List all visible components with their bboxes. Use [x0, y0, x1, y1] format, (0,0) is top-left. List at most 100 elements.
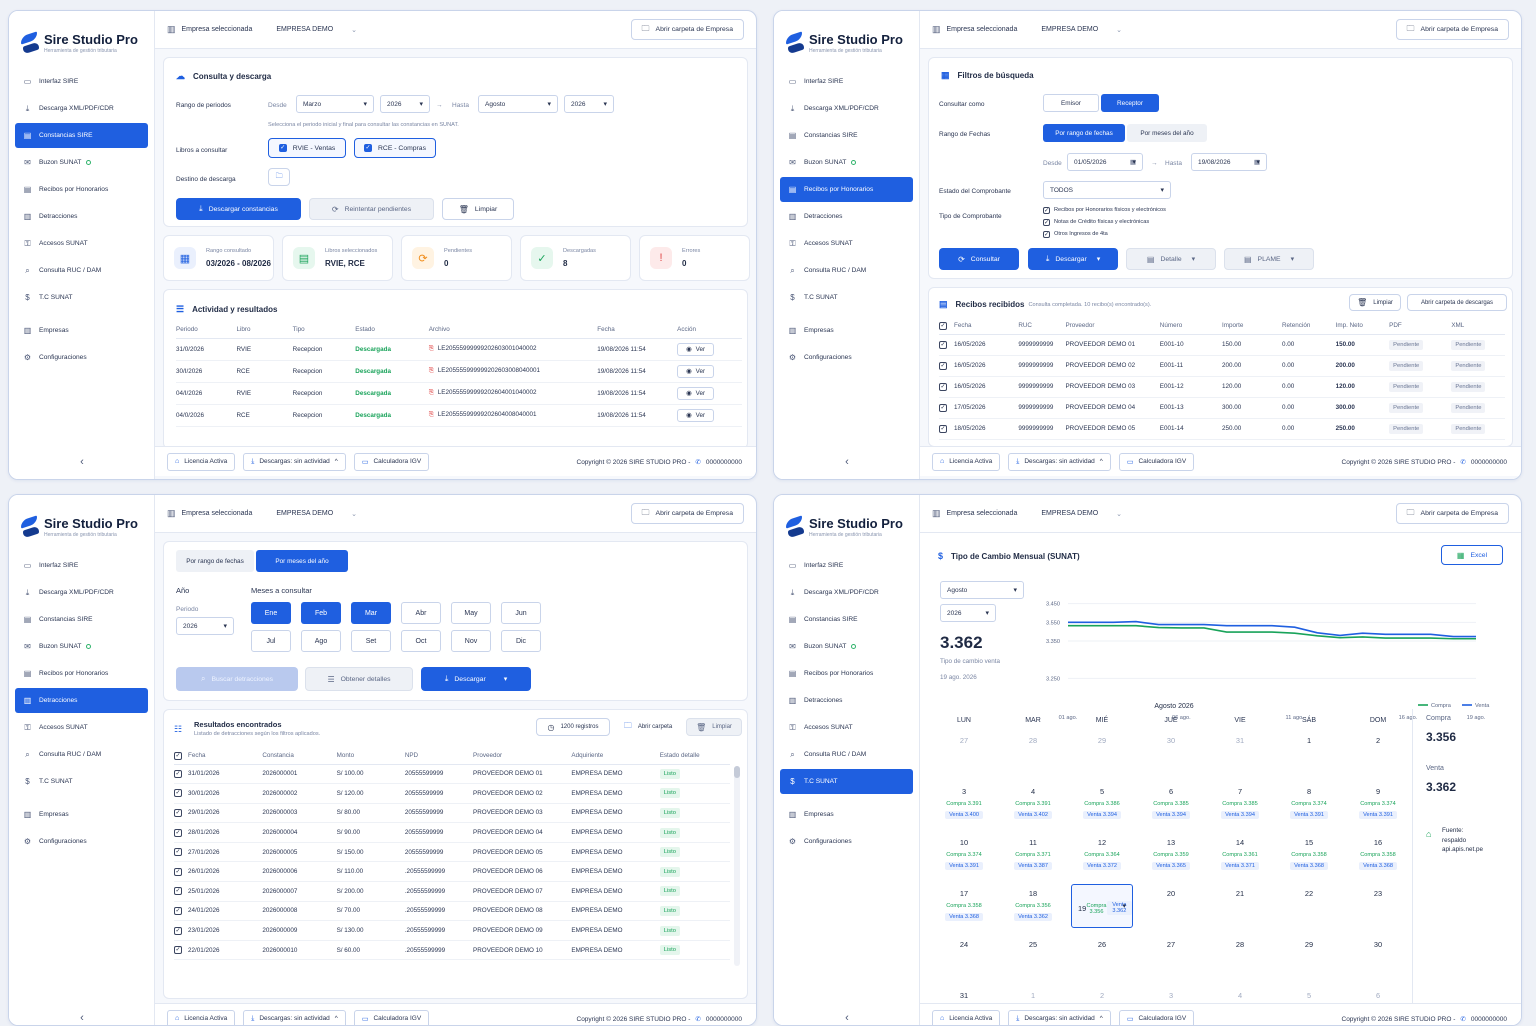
- sidebar-item[interactable]: ▥Empresas: [780, 802, 913, 827]
- calendar-day[interactable]: 30: [1347, 935, 1409, 979]
- desde-date-input[interactable]: 01/05/2026▦: [1067, 153, 1143, 171]
- month-feb[interactable]: Feb: [301, 602, 341, 624]
- por-rango-toggle[interactable]: Por rango de fechas: [176, 550, 254, 572]
- calendar-day[interactable]: 24: [933, 935, 995, 979]
- collapse-sidebar-icon[interactable]: ‹: [774, 456, 920, 468]
- open-company-folder-button[interactable]: 🗀Abrir carpeta de Empresa: [631, 503, 744, 524]
- view-button[interactable]: ◉Ver: [677, 409, 714, 422]
- view-button[interactable]: ◉Ver: [677, 343, 714, 356]
- limpiar-button[interactable]: 🗑Limpiar: [1349, 294, 1401, 311]
- sidebar-item[interactable]: ⤓Descarga XML/PDF/CDR: [15, 96, 148, 121]
- sidebar-item[interactable]: ▤Constancias SIRE: [780, 123, 913, 148]
- estado-select[interactable]: TODOS: [1043, 181, 1171, 199]
- row-checkbox[interactable]: ✓: [939, 334, 954, 355]
- to-year-select[interactable]: 2026: [564, 95, 614, 113]
- book-rce-checkbox[interactable]: ✓RCE - Compras: [354, 138, 436, 158]
- calculator-chip[interactable]: ▭Calculadora IGV: [1119, 453, 1194, 471]
- from-year-select[interactable]: 2026: [380, 95, 430, 113]
- book-rvie-checkbox[interactable]: ✓RVIE - Ventas: [268, 138, 346, 158]
- retry-pending-button[interactable]: ⟳Reintentar pendientes: [309, 198, 434, 220]
- chevron-down-icon[interactable]: ⌄: [351, 510, 357, 518]
- sidebar-item[interactable]: ⚙Configuraciones: [15, 829, 148, 854]
- chevron-down-icon[interactable]: ⌄: [351, 26, 357, 34]
- calendar-day[interactable]: 28: [1002, 731, 1064, 775]
- calendar-day[interactable]: 28: [1209, 935, 1271, 979]
- scrollbar-thumb[interactable]: [734, 766, 740, 778]
- calendar-day[interactable]: 25: [1002, 935, 1064, 979]
- tipo-checkbox[interactable]: ✓Recibos por Honorarios físicos y electr…: [1043, 204, 1166, 216]
- open-company-folder-button[interactable]: 🗀Abrir carpeta de Empresa: [1396, 19, 1509, 40]
- sidebar-item[interactable]: ▥Empresas: [780, 318, 913, 343]
- sidebar-item[interactable]: ⚙Configuraciones: [15, 345, 148, 370]
- sidebar-item[interactable]: ▥Detracciones: [780, 204, 913, 229]
- empresa-value[interactable]: EMPRESA DEMO: [1041, 510, 1098, 517]
- calendar-day[interactable]: 29: [1071, 731, 1133, 775]
- sidebar-item[interactable]: ⌕Consulta RUC / DAM: [780, 742, 913, 767]
- chevron-down-icon[interactable]: ⌄: [1116, 510, 1122, 518]
- sidebar-item[interactable]: ▭Interfaz SIRE: [15, 69, 148, 94]
- month-ene[interactable]: Ene: [251, 602, 291, 624]
- from-month-select[interactable]: Marzo: [296, 95, 374, 113]
- row-checkbox[interactable]: ✓: [939, 418, 954, 439]
- calendar-day[interactable]: 26: [1071, 935, 1133, 979]
- sidebar-item[interactable]: ⚿Accesos SUNAT: [15, 715, 148, 740]
- descargar-button[interactable]: ⤓Descargar▾: [1028, 248, 1118, 270]
- month-select[interactable]: Agosto: [940, 581, 1024, 599]
- row-checkbox[interactable]: ✓: [174, 784, 188, 804]
- sidebar-item[interactable]: ⌕Consulta RUC / DAM: [780, 258, 913, 283]
- month-jun[interactable]: Jun: [501, 602, 541, 624]
- sidebar-item[interactable]: ⌕Consulta RUC / DAM: [15, 258, 148, 283]
- row-checkbox[interactable]: ✓: [174, 901, 188, 921]
- sidebar-item[interactable]: ⚙Configuraciones: [780, 829, 913, 854]
- por-meses-toggle[interactable]: Por meses del año: [1127, 124, 1207, 142]
- row-checkbox[interactable]: ✓: [174, 940, 188, 960]
- open-downloads-folder-button[interactable]: Abrir carpeta de descargas: [1407, 294, 1507, 311]
- sidebar-item[interactable]: $T.C SUNAT: [780, 769, 913, 794]
- sidebar-item[interactable]: ▥Detracciones: [15, 688, 148, 713]
- por-meses-toggle[interactable]: Por meses del año: [256, 550, 348, 572]
- clear-button[interactable]: 🗑Limpiar: [442, 198, 514, 220]
- month-jul[interactable]: Jul: [251, 630, 291, 652]
- month-set[interactable]: Set: [351, 630, 391, 652]
- open-company-folder-button[interactable]: 🗀Abrir carpeta de Empresa: [1396, 503, 1509, 524]
- receptor-toggle[interactable]: Receptor: [1101, 94, 1159, 112]
- sidebar-item[interactable]: ▤Recibos por Honorarios: [780, 177, 913, 202]
- sidebar-item[interactable]: ⤓Descarga XML/PDF/CDR: [780, 580, 913, 605]
- row-checkbox[interactable]: ✓: [174, 882, 188, 902]
- calendar-day[interactable]: 30: [1140, 731, 1202, 775]
- calendar-day[interactable]: 27: [1140, 935, 1202, 979]
- download-constancias-button[interactable]: ⤓Descargar constancias: [176, 198, 301, 220]
- collapse-sidebar-icon[interactable]: ‹: [9, 456, 155, 468]
- sidebar-item[interactable]: $T.C SUNAT: [780, 285, 913, 310]
- plame-button[interactable]: ▤PLAME▾: [1224, 248, 1314, 270]
- select-all-checkbox[interactable]: ✓: [939, 318, 954, 334]
- sidebar-item[interactable]: ▭Interfaz SIRE: [15, 553, 148, 578]
- sidebar-item[interactable]: ⚿Accesos SUNAT: [15, 231, 148, 256]
- view-button[interactable]: ◉Ver: [677, 365, 714, 378]
- calendar-day[interactable]: 21: [1209, 884, 1271, 928]
- row-checkbox[interactable]: ✓: [174, 862, 188, 882]
- hasta-date-input[interactable]: 19/08/2026▦: [1191, 153, 1267, 171]
- emisor-toggle[interactable]: Emisor: [1043, 94, 1099, 112]
